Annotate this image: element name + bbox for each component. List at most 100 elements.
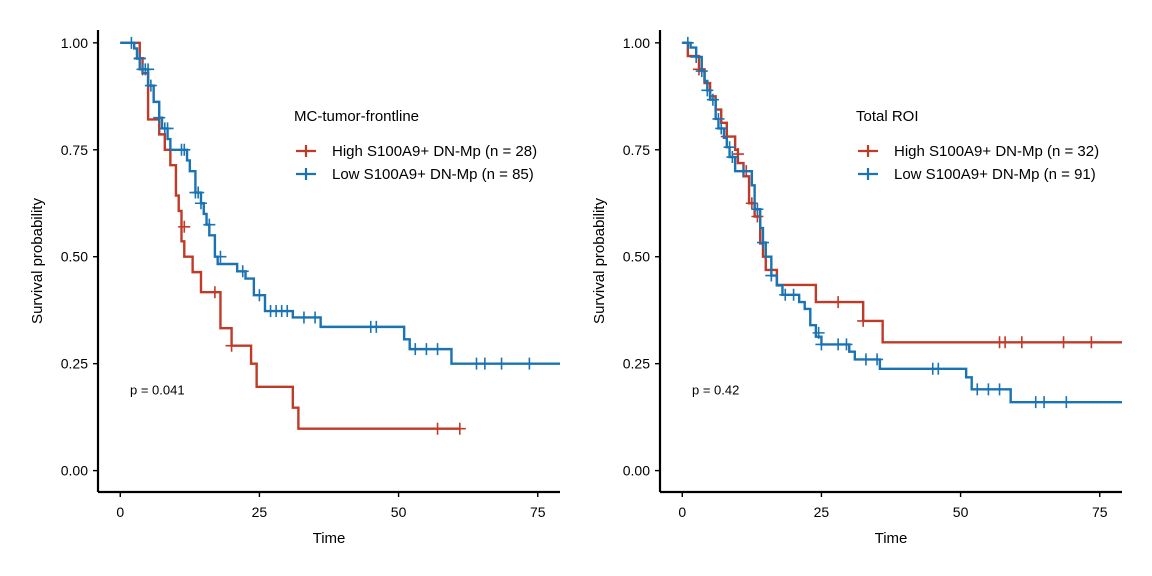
survival-curve [682, 41, 1122, 404]
censor-mark [765, 269, 778, 282]
censor-mark [431, 343, 444, 356]
censor-mark [142, 63, 155, 76]
survival-curve [120, 41, 560, 365]
p-value-annotation: p = 0.041 [130, 382, 185, 397]
censor-mark [690, 50, 703, 63]
legend-entry: Low S100A9+ DN-Mp (n = 85) [332, 166, 534, 183]
censor-mark [420, 343, 433, 356]
censor-mark [712, 112, 725, 125]
legend-key [296, 168, 316, 180]
censor-mark [731, 148, 744, 161]
censor-mark [495, 357, 508, 370]
censor-mark [745, 197, 758, 210]
censor-mark [751, 203, 764, 216]
censor-mark [214, 250, 227, 263]
censor-mark [871, 353, 884, 366]
censor-mark [681, 36, 694, 49]
y-axis-label: Survival probability [29, 198, 46, 324]
censor-mark [297, 311, 310, 324]
censor-mark [812, 326, 825, 339]
y-tick-label: 0.00 [61, 463, 88, 479]
legend-key [858, 168, 878, 180]
legend-entry: Low S100A9+ DN-Mp (n = 91) [894, 166, 1096, 183]
censor-mark [737, 165, 750, 178]
legend-entry: High S100A9+ DN-Mp (n = 28) [332, 143, 537, 160]
censor-mark [982, 383, 995, 396]
censor-mark [832, 296, 845, 309]
x-axis-label: Time [875, 530, 908, 547]
censor-mark [1085, 336, 1098, 349]
legend: MC-tumor-frontline High S100A9+ DN-Mp (n … [294, 108, 537, 183]
censor-mark [971, 383, 984, 396]
censor-mark [932, 362, 945, 375]
censor-mark [178, 220, 191, 233]
censor-mark [726, 151, 739, 164]
legend-key [858, 145, 878, 157]
censor-mark [787, 288, 800, 301]
censor-mark [692, 63, 705, 76]
censor-mark [706, 93, 719, 106]
censor-mark [815, 338, 828, 351]
y-tick-label: 0.50 [61, 249, 88, 265]
censor-mark [281, 305, 294, 318]
censor-mark [840, 338, 853, 351]
km-series-high [120, 41, 466, 435]
censor-mark [309, 311, 322, 324]
x-tick-label: 50 [953, 504, 969, 520]
legend-key [296, 145, 316, 157]
x-tick-label: 0 [116, 504, 124, 520]
censor-mark [695, 65, 708, 78]
y-tick-label: 1.00 [61, 35, 88, 51]
y-tick-label: 0.00 [623, 463, 650, 479]
km-panel-2: 0.00 0.25 0.50 0.75 1.00 0 25 50 75 Time Survival … [591, 30, 1122, 547]
censor-mark [859, 353, 872, 366]
km-series-low [681, 36, 1122, 409]
censor-mark [153, 111, 166, 124]
censor-mark [1060, 396, 1073, 409]
x-tick-label: 50 [391, 504, 407, 520]
censor-mark [144, 79, 157, 92]
censor-mark [478, 357, 491, 370]
censor-mark [723, 141, 736, 154]
censor-mark [236, 265, 249, 278]
survival-curve [682, 41, 1122, 344]
censor-mark [125, 36, 138, 49]
censor-mark [253, 289, 266, 302]
y-tick-label: 0.25 [623, 356, 650, 372]
censor-mark [194, 197, 207, 210]
censor-mark [409, 343, 422, 356]
survival-curve [120, 41, 460, 430]
censor-mark [370, 320, 383, 333]
legend: Total ROI High S100A9+ DN-Mp (n = 32) Low … [856, 108, 1099, 183]
censor-mark [203, 218, 216, 231]
censor-mark [208, 286, 221, 299]
x-tick-label: 25 [252, 504, 268, 520]
censor-mark [1038, 396, 1051, 409]
censor-mark [431, 422, 444, 435]
censor-mark [453, 422, 466, 435]
legend-entry: High S100A9+ DN-Mp (n = 32) [894, 143, 1099, 160]
x-axis-label: Time [313, 530, 346, 547]
x-tick-label: 75 [530, 504, 546, 520]
censor-mark [756, 236, 769, 249]
censor-mark [1015, 336, 1028, 349]
km-series-high [682, 41, 1122, 349]
km-panel-1: 0.00 0.25 0.50 0.75 1.00 0 25 50 75 Time Survival … [29, 30, 560, 547]
x-tick-label: 25 [814, 504, 830, 520]
legend-title: MC-tumor-frontline [294, 108, 419, 125]
y-tick-label: 0.75 [623, 142, 650, 158]
censor-mark [178, 143, 191, 156]
censor-mark [523, 357, 536, 370]
censor-mark [192, 186, 205, 199]
legend-title: Total ROI [856, 108, 919, 125]
km-series-low [120, 36, 560, 370]
censor-mark [161, 122, 174, 135]
y-tick-label: 0.75 [61, 142, 88, 158]
y-tick-label: 1.00 [623, 35, 650, 51]
censor-mark [993, 383, 1006, 396]
y-tick-label: 0.25 [61, 356, 88, 372]
y-axis-label: Survival probability [591, 198, 608, 324]
censor-mark [715, 122, 728, 135]
censor-mark [225, 339, 238, 352]
